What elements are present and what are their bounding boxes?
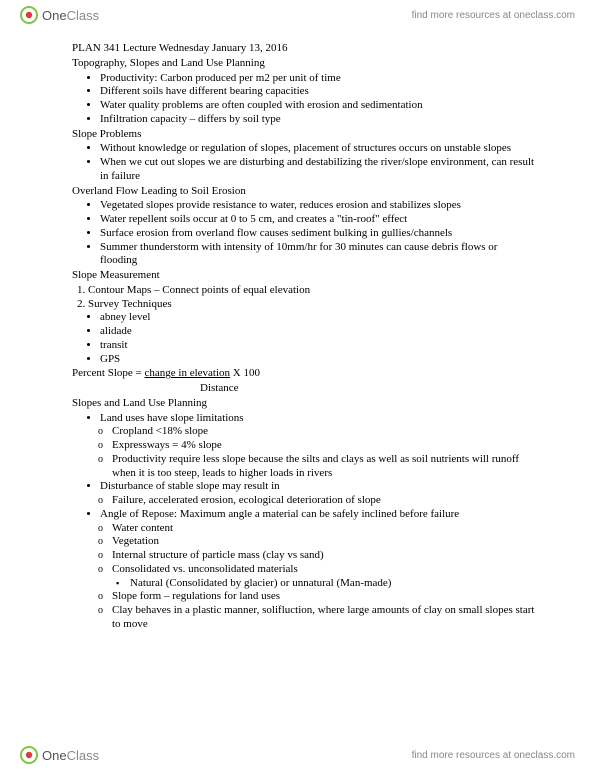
list-item: Water repellent soils occur at 0 to 5 cm… xyxy=(100,213,535,227)
page-footer: OneClass find more resources at oneclass… xyxy=(0,740,595,770)
heading-slope-measurement: Slope Measurement xyxy=(72,269,535,283)
list-item: Consolidated vs. unconsolidated material… xyxy=(112,563,535,577)
list-land-use: Land uses have slope limitations xyxy=(72,412,535,426)
document-body: PLAN 341 Lecture Wednesday January 13, 2… xyxy=(72,42,535,632)
list-item: Slope form – regulations for land uses xyxy=(112,590,535,604)
logo-icon xyxy=(20,746,38,764)
heading-slope-problems: Slope Problems xyxy=(72,128,535,142)
list-measurement: Contour Maps – Connect points of equal e… xyxy=(72,284,535,312)
formula-numerator: change in elevation xyxy=(145,367,231,379)
logo-icon xyxy=(20,6,38,24)
list-item: Internal structure of particle mass (cla… xyxy=(112,549,535,563)
brand-logo-footer: OneClass xyxy=(20,746,99,764)
list-slope-problems: Without knowledge or regulation of slope… xyxy=(72,142,535,183)
list-item: Angle of Repose: Maximum angle a materia… xyxy=(100,508,535,522)
list-item: alidade xyxy=(100,325,535,339)
list-item: Water quality problems are often coupled… xyxy=(100,99,535,113)
formula-denominator: Distance xyxy=(72,382,535,396)
header-tagline: find more resources at oneclass.com xyxy=(412,10,575,21)
list-item: Contour Maps – Connect points of equal e… xyxy=(88,284,535,298)
heading-topography: Topography, Slopes and Land Use Planning xyxy=(72,57,535,71)
list-item: Water content xyxy=(112,522,535,536)
list-item: Summer thunderstorm with intensity of 10… xyxy=(100,241,535,269)
list-overland-flow: Vegetated slopes provide resistance to w… xyxy=(72,199,535,268)
list-item: Vegetated slopes provide resistance to w… xyxy=(100,199,535,213)
list-item: Cropland <18% slope xyxy=(112,425,535,439)
heading-overland-flow: Overland Flow Leading to Soil Erosion xyxy=(72,185,535,199)
list-item: When we cut out slopes we are disturbing… xyxy=(100,156,535,184)
footer-tagline: find more resources at oneclass.com xyxy=(412,750,575,761)
list-item: Clay behaves in a plastic manner, solifl… xyxy=(112,604,535,632)
sublist-angle-repose: Water content Vegetation Internal struct… xyxy=(72,522,535,577)
page-header: OneClass find more resources at oneclass… xyxy=(0,0,595,30)
brand-class: Class xyxy=(67,748,100,763)
list-item: Productivity require less slope because … xyxy=(112,453,535,481)
brand-logo: OneClass xyxy=(20,6,99,24)
list-item: Land uses have slope limitations xyxy=(100,412,535,426)
sublist-angle-repose-2: Slope form – regulations for land uses C… xyxy=(72,590,535,631)
list-item: transit xyxy=(100,339,535,353)
heading-land-use: Slopes and Land Use Planning xyxy=(72,397,535,411)
subsublist-consolidated: Natural (Consolidated by glacier) or unn… xyxy=(72,577,535,591)
sublist-disturbance: Failure, accelerated erosion, ecological… xyxy=(72,494,535,508)
list-item: Disturbance of stable slope may result i… xyxy=(100,480,535,494)
list-item: Expressways = 4% slope xyxy=(112,439,535,453)
brand-one: One xyxy=(42,8,67,23)
list-disturbance: Disturbance of stable slope may result i… xyxy=(72,480,535,494)
formula-tail: X 100 xyxy=(230,367,260,379)
list-item: Without knowledge or regulation of slope… xyxy=(100,142,535,156)
list-item: Vegetation xyxy=(112,535,535,549)
list-item: Natural (Consolidated by glacier) or unn… xyxy=(130,577,535,591)
list-survey-techniques: abney level alidade transit GPS xyxy=(72,311,535,366)
list-item: GPS xyxy=(100,353,535,367)
list-item: Infiltration capacity – differs by soil … xyxy=(100,113,535,127)
formula-lead: Percent Slope = xyxy=(72,367,145,379)
list-item: Survey Techniques xyxy=(88,298,535,312)
list-item: Different soils have different bearing c… xyxy=(100,85,535,99)
list-angle-repose: Angle of Repose: Maximum angle a materia… xyxy=(72,508,535,522)
percent-slope-formula: Percent Slope = change in elevation X 10… xyxy=(72,367,535,381)
lecture-title: PLAN 341 Lecture Wednesday January 13, 2… xyxy=(72,42,535,56)
list-item: abney level xyxy=(100,311,535,325)
list-item: Surface erosion from overland flow cause… xyxy=(100,227,535,241)
list-item: Failure, accelerated erosion, ecological… xyxy=(112,494,535,508)
list-item: Productivity: Carbon produced per m2 per… xyxy=(100,72,535,86)
list-topography: Productivity: Carbon produced per m2 per… xyxy=(72,72,535,127)
brand-class: Class xyxy=(67,8,100,23)
brand-one: One xyxy=(42,748,67,763)
sublist-limitations: Cropland <18% slope Expressways = 4% slo… xyxy=(72,425,535,480)
